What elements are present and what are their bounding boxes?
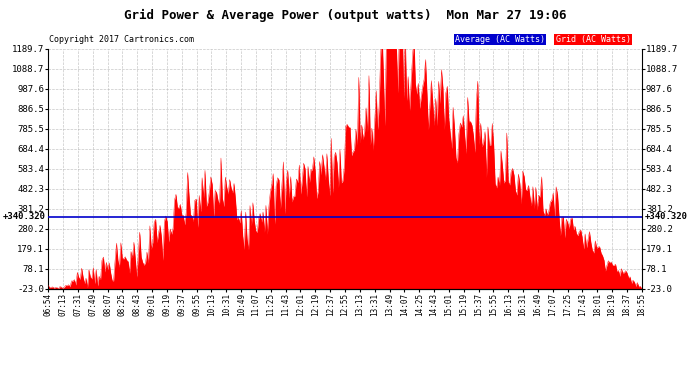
Text: Copyright 2017 Cartronics.com: Copyright 2017 Cartronics.com bbox=[50, 35, 195, 44]
Text: +340.320: +340.320 bbox=[3, 212, 46, 221]
Text: Average (AC Watts): Average (AC Watts) bbox=[455, 35, 545, 44]
Text: Grid (AC Watts): Grid (AC Watts) bbox=[555, 35, 631, 44]
Text: +340.320: +340.320 bbox=[644, 212, 687, 221]
Text: Grid Power & Average Power (output watts)  Mon Mar 27 19:06: Grid Power & Average Power (output watts… bbox=[124, 9, 566, 22]
